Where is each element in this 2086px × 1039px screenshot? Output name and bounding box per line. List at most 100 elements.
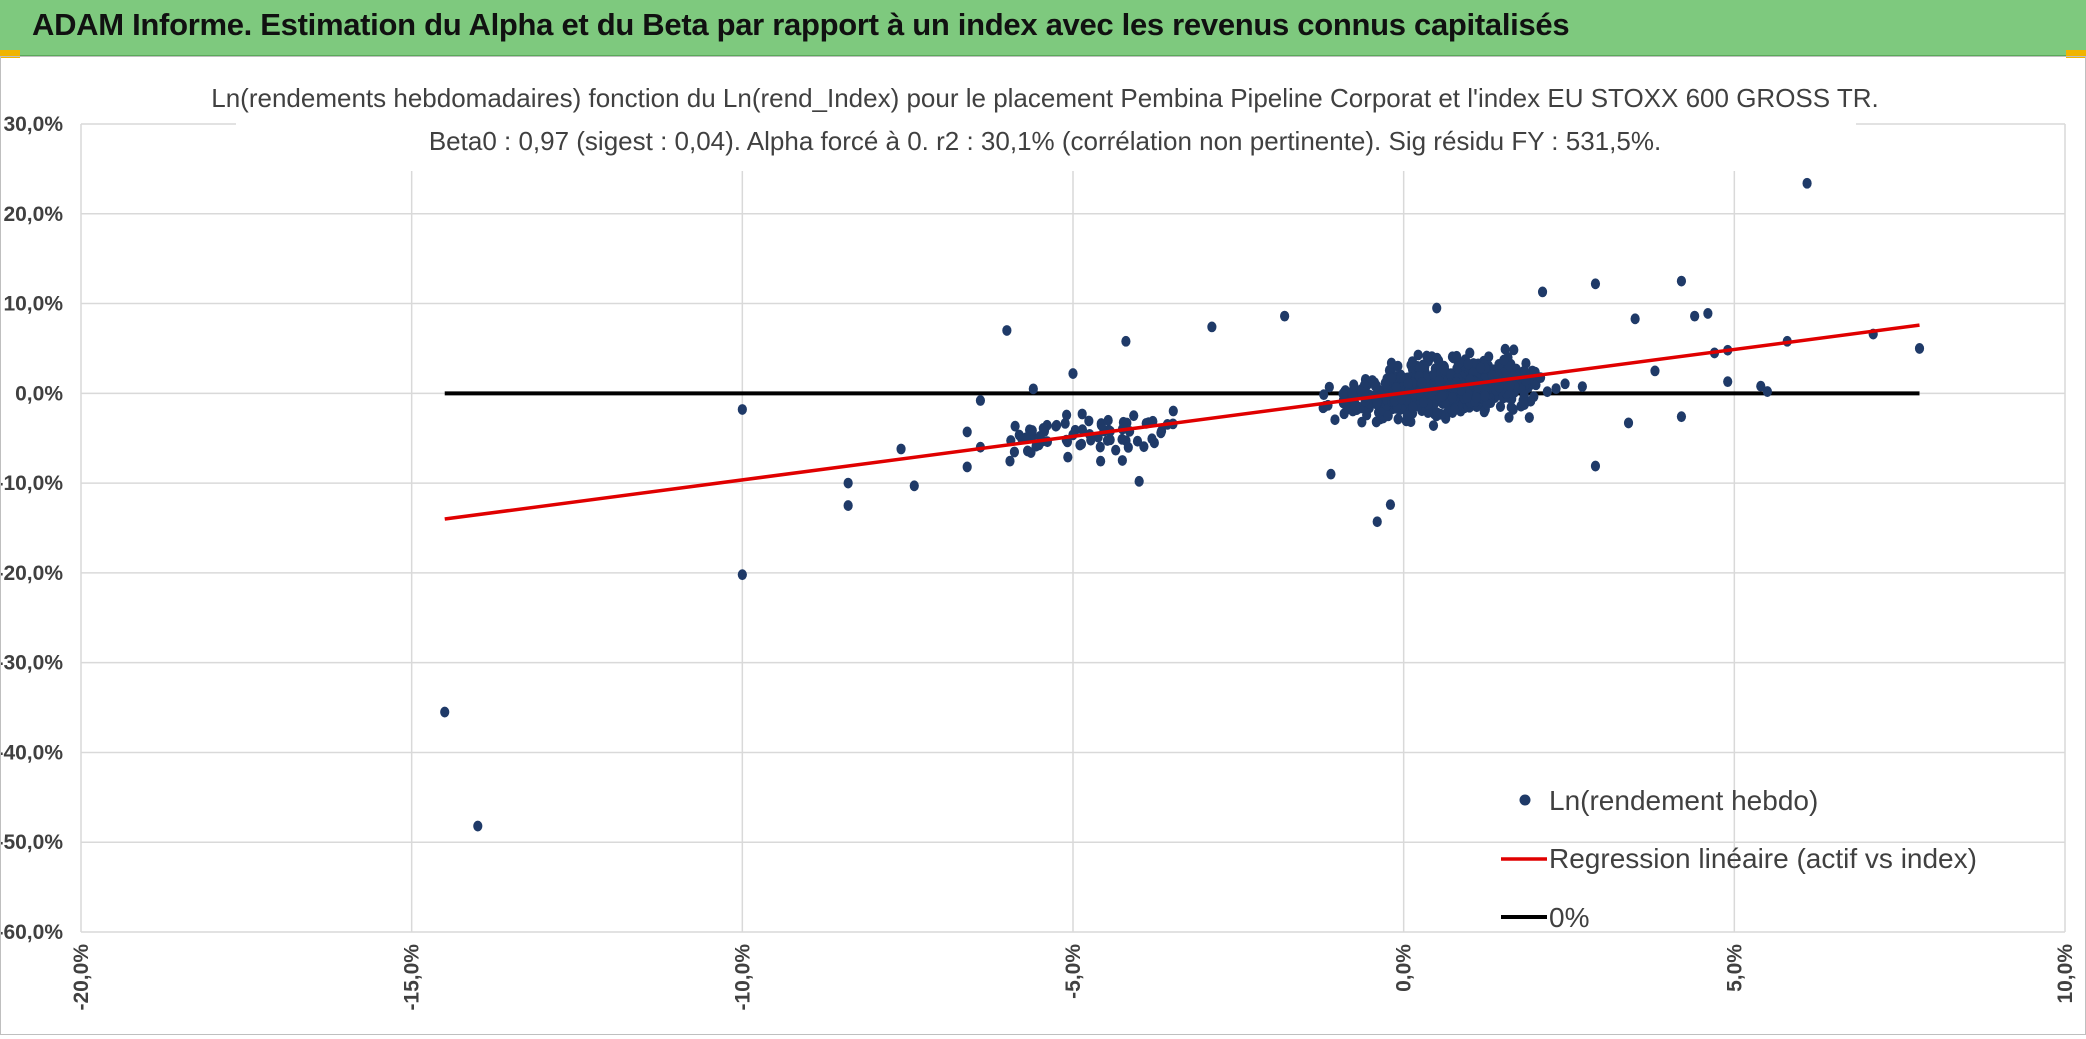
data-point: [1062, 409, 1072, 421]
data-point: [1038, 423, 1048, 434]
data-point: [896, 443, 906, 455]
data-point: [1447, 392, 1458, 404]
data-point: [1123, 441, 1133, 453]
data-point: [1370, 380, 1381, 392]
data-point: [1010, 420, 1020, 432]
data-point: [1509, 344, 1519, 356]
data-point: [1495, 401, 1506, 412]
legend-marker-points: [1519, 794, 1531, 806]
corner-marker-left: [0, 50, 20, 58]
data-point: [1415, 362, 1425, 374]
data-point: [1437, 390, 1447, 402]
legend-label-zero: 0%: [1549, 902, 1589, 933]
data-point: [1524, 412, 1534, 423]
data-point: [1471, 392, 1482, 404]
data-point: [1475, 362, 1486, 374]
data-point: [1002, 325, 1012, 336]
data-point: [1031, 440, 1041, 452]
data-point: [1207, 321, 1217, 333]
title-background: [236, 61, 1856, 171]
data-point: [1027, 425, 1037, 436]
data-point: [1102, 435, 1113, 446]
data-point: [1118, 416, 1128, 428]
y-tick-label: 10,0%: [3, 293, 63, 316]
data-point: [1372, 516, 1382, 528]
data-point: [1347, 386, 1357, 398]
data-point: [1139, 441, 1149, 453]
data-point: [1499, 354, 1509, 366]
data-point: [1560, 378, 1570, 390]
data-point: [1630, 313, 1640, 325]
data-point: [1372, 397, 1382, 408]
data-point: [1914, 343, 1925, 354]
data-point: [1452, 350, 1462, 362]
chart-title: Ln(rendements hebdomadaires) fonction du…: [211, 83, 1878, 113]
x-tick-label: -5,0%: [1062, 944, 1085, 999]
data-point: [1463, 358, 1473, 370]
data-point: [1690, 310, 1700, 322]
data-point: [1386, 357, 1397, 369]
x-tick-label: 0,0%: [1393, 944, 1416, 992]
data-point: [1393, 413, 1403, 425]
data-point: [1330, 414, 1340, 426]
data-point: [975, 395, 986, 406]
data-point: [1052, 419, 1062, 431]
data-point: [1703, 308, 1713, 319]
data-point: [1339, 408, 1349, 420]
legend-label-points: Ln(rendement hebdo): [1549, 785, 1818, 816]
data-point: [1542, 386, 1552, 398]
data-point: [1402, 410, 1412, 421]
data-point: [1537, 286, 1548, 298]
y-tick-label: -20,0%: [1, 562, 63, 585]
x-tick-label: -20,0%: [70, 944, 93, 1011]
x-tick-label: 5,0%: [1723, 944, 1746, 992]
data-point: [1111, 444, 1121, 456]
data-points: [440, 177, 1925, 832]
legend: Ln(rendement hebdo) Regression linéaire …: [1501, 785, 1977, 933]
data-point: [1147, 433, 1157, 445]
data-point: [1168, 405, 1178, 417]
data-point: [1432, 407, 1442, 419]
data-point: [1432, 302, 1442, 314]
data-point: [1417, 377, 1427, 388]
x-tick-label: -10,0%: [731, 944, 754, 1011]
data-point: [1095, 441, 1105, 453]
data-point: [1096, 455, 1106, 467]
y-tick-label: 30,0%: [3, 113, 63, 136]
data-point: [1676, 411, 1687, 423]
data-point: [1338, 388, 1348, 400]
data-point: [1520, 366, 1530, 378]
y-axis-ticks: 30,0% 20,0% 10,0% 0,0% -10,0% -20,0% -30,0% -40…: [0, 113, 63, 944]
x-axis-ticks: -20,0% -15,0% -10,0% -5,0% 0,0% 5,0% 10,0%: [70, 944, 2077, 1011]
data-point: [1723, 376, 1733, 388]
data-point: [1076, 438, 1087, 450]
data-point: [1519, 390, 1529, 401]
data-point: [843, 477, 853, 489]
data-point: [1021, 432, 1031, 444]
data-point: [1802, 177, 1812, 189]
y-tick-label: -30,0%: [1, 652, 63, 675]
data-point: [1391, 382, 1401, 394]
y-tick-label: 20,0%: [3, 203, 63, 226]
data-point: [1389, 395, 1400, 407]
data-point: [962, 461, 972, 473]
data-point: [1577, 381, 1587, 393]
report-banner: ADAM Informe. Estimation du Alpha et du …: [0, 0, 2086, 56]
data-point: [1324, 381, 1334, 393]
data-point: [1527, 365, 1538, 377]
y-tick-label: 0,0%: [15, 382, 63, 405]
data-point: [1103, 414, 1113, 426]
data-point: [1504, 411, 1514, 423]
data-point: [1005, 455, 1015, 467]
data-point: [1371, 416, 1381, 428]
data-point: [1009, 446, 1020, 458]
data-point: [843, 500, 853, 511]
data-point: [1506, 401, 1516, 413]
data-point: [1505, 380, 1515, 392]
legend-label-regression: Regression linéaire (actif vs index): [1549, 843, 1977, 874]
data-point: [737, 569, 747, 581]
y-tick-label: -10,0%: [1, 472, 63, 495]
data-point: [1129, 410, 1139, 422]
data-point: [1413, 349, 1423, 361]
data-point: [1383, 410, 1393, 422]
